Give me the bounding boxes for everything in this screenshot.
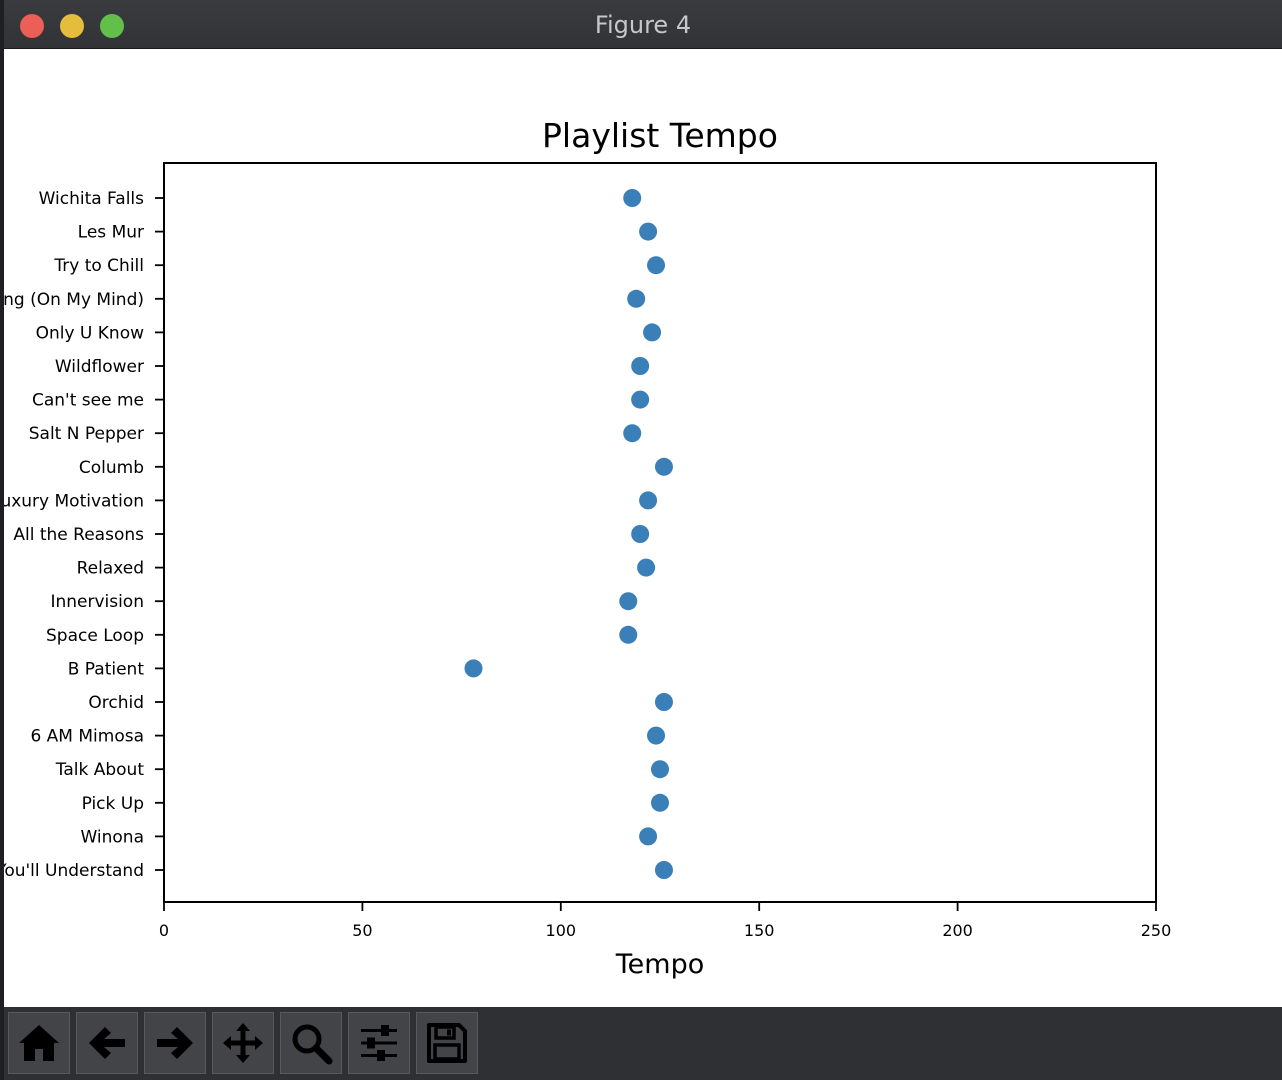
figure-canvas: Playlist Tempo Wichita Falls Les Mur Try t… bbox=[4, 116, 1171, 980]
x-tick-label: 200 bbox=[942, 921, 973, 940]
minimize-window-button[interactable] bbox=[60, 14, 84, 38]
home-button[interactable] bbox=[8, 1012, 70, 1074]
move-icon bbox=[223, 1023, 263, 1063]
y-tick-label: Talk About bbox=[55, 760, 145, 780]
data-point bbox=[623, 424, 642, 443]
data-point bbox=[654, 457, 673, 476]
chart-title: Playlist Tempo bbox=[542, 116, 778, 155]
x-tick-label: 100 bbox=[546, 921, 577, 940]
data-point bbox=[639, 491, 658, 510]
x-tick-label: 150 bbox=[744, 921, 775, 940]
y-tick-label: You'll Understand bbox=[4, 861, 144, 881]
window-title: Figure 4 bbox=[594, 11, 692, 39]
y-tick-label: Try to Chill bbox=[53, 256, 144, 276]
y-tick-label: 6 AM Mimosa bbox=[30, 727, 144, 747]
save-button[interactable] bbox=[416, 1012, 478, 1074]
x-tick-label: 250 bbox=[1141, 921, 1172, 940]
y-tick-label: Space Loop bbox=[46, 626, 144, 646]
data-points bbox=[464, 189, 673, 879]
x-tick-label: 50 bbox=[352, 921, 372, 940]
y-tick-label: Les Mur bbox=[78, 223, 144, 243]
x-axis-label: Tempo bbox=[615, 949, 704, 980]
close-window-button[interactable] bbox=[20, 14, 44, 38]
data-point bbox=[619, 592, 638, 611]
data-point bbox=[623, 189, 642, 207]
data-point bbox=[647, 256, 666, 275]
y-tick-label: Winona bbox=[80, 827, 144, 847]
y-tick-label: Columb bbox=[79, 458, 144, 478]
data-point bbox=[643, 323, 662, 342]
y-tick-label: Only U Know bbox=[36, 323, 145, 343]
data-point bbox=[631, 525, 650, 543]
y-tick-label: uxury Motivation bbox=[4, 491, 144, 511]
arrow-left-icon bbox=[89, 1027, 125, 1059]
y-tick-label: B Patient bbox=[68, 659, 145, 679]
magnifier-icon bbox=[292, 1024, 333, 1065]
y-tick-label: Relaxed bbox=[77, 559, 144, 579]
data-point bbox=[639, 827, 658, 846]
data-point bbox=[651, 760, 669, 779]
floppy-disk-icon bbox=[427, 1023, 467, 1063]
y-tick-label: Can't see me bbox=[32, 391, 144, 411]
back-button[interactable] bbox=[76, 1012, 138, 1074]
x-tick-label: 0 bbox=[159, 921, 169, 940]
y-tick-label: Wichita Falls bbox=[39, 189, 145, 209]
data-point bbox=[631, 390, 650, 409]
plot-area bbox=[163, 162, 1157, 903]
data-point bbox=[464, 659, 483, 678]
figure-window: Figure 4 Playlist Tempo Wichita Falls Les… bbox=[4, 0, 1282, 1080]
data-point bbox=[639, 222, 658, 241]
maximize-window-button[interactable] bbox=[100, 14, 124, 38]
y-axis: Wichita Falls Les Mur Try to Chill ing (On … bbox=[4, 189, 164, 881]
y-tick-label: Innervision bbox=[50, 592, 144, 612]
data-point bbox=[627, 289, 646, 308]
data-point bbox=[654, 861, 673, 879]
data-point bbox=[637, 558, 656, 577]
sliders-icon bbox=[361, 1025, 397, 1061]
pan-button[interactable] bbox=[212, 1012, 274, 1074]
y-tick-label: All the Reasons bbox=[13, 525, 144, 545]
zoom-button[interactable] bbox=[280, 1012, 342, 1074]
data-point bbox=[651, 793, 669, 812]
data-point bbox=[654, 693, 673, 711]
x-axis: 0 50 100 150 200 250 bbox=[159, 902, 1171, 940]
data-point bbox=[631, 357, 650, 375]
configure-subplots-button[interactable] bbox=[348, 1012, 410, 1074]
y-tick-label: Wildflower bbox=[55, 357, 144, 377]
navigation-toolbar bbox=[4, 1007, 1282, 1080]
data-point bbox=[647, 726, 666, 745]
y-tick-label: Salt N Pepper bbox=[29, 424, 144, 444]
data-point bbox=[619, 625, 638, 644]
arrow-right-icon bbox=[157, 1027, 193, 1059]
home-icon bbox=[19, 1025, 59, 1061]
forward-button[interactable] bbox=[144, 1012, 206, 1074]
y-tick-label: Orchid bbox=[88, 693, 144, 713]
y-tick-label: ing (On My Mind) bbox=[4, 290, 144, 310]
y-tick-label: Pick Up bbox=[82, 794, 144, 814]
title-bar: Figure 4 bbox=[4, 0, 1282, 49]
